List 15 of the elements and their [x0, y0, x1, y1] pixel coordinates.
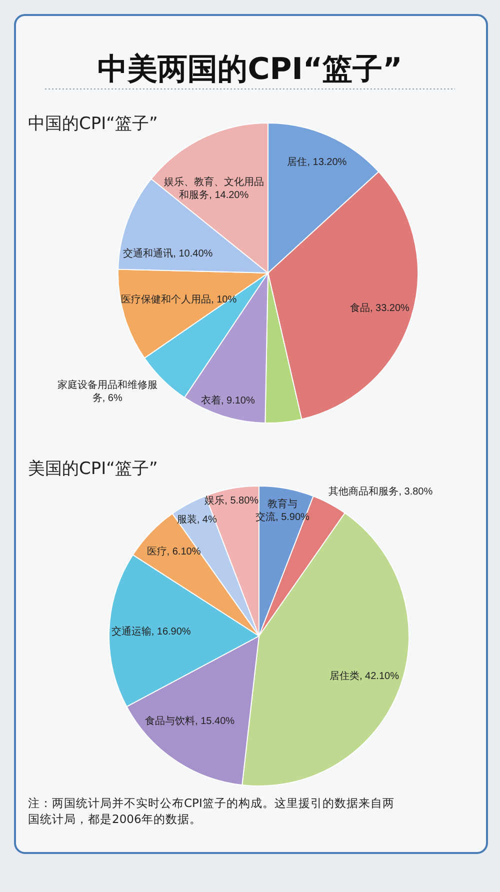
slice-label: 家庭设备用品和维修服务, 6%: [57, 378, 158, 404]
chart-title: 美国的CPI“篮子”: [28, 459, 158, 479]
slice-label: 衣着, 9.10%: [200, 394, 256, 406]
slice-label: 交通和通讯, 10.40%: [123, 246, 213, 259]
slice-label: 居住, 13.20%: [287, 156, 347, 168]
slice-label: 其他商品和服务, 3.80%: [328, 484, 433, 497]
slice-label: 食品, 33.20%: [350, 301, 410, 314]
slice-label: 服装, 4%: [176, 513, 217, 526]
slice-label: 娱乐、教育、文化用品和服务, 14.20%: [164, 175, 264, 200]
chart-subtitle: 中国的CPI“篮子”: [28, 114, 158, 134]
text: 注：两国统计局并不实时公布CPI篮子的构成。这里援引的数据来自两国统计局，都是2006年的数据。: [28, 796, 394, 826]
slice-label: 食品与饮料, 15.40%: [145, 714, 235, 726]
slice-label: 交通运输, 16.90%: [111, 625, 191, 638]
chart-title: 中美两国的CPI“篮子”: [98, 52, 402, 87]
slice-label: 居住类, 42.10%: [329, 669, 400, 682]
